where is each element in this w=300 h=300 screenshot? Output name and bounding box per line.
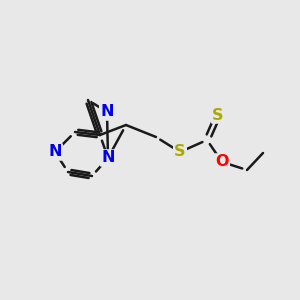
Text: S: S	[212, 107, 224, 122]
Text: O: O	[215, 154, 229, 169]
Text: N: N	[48, 145, 62, 160]
Text: N: N	[100, 104, 114, 119]
Text: N: N	[101, 151, 115, 166]
Text: S: S	[174, 145, 186, 160]
